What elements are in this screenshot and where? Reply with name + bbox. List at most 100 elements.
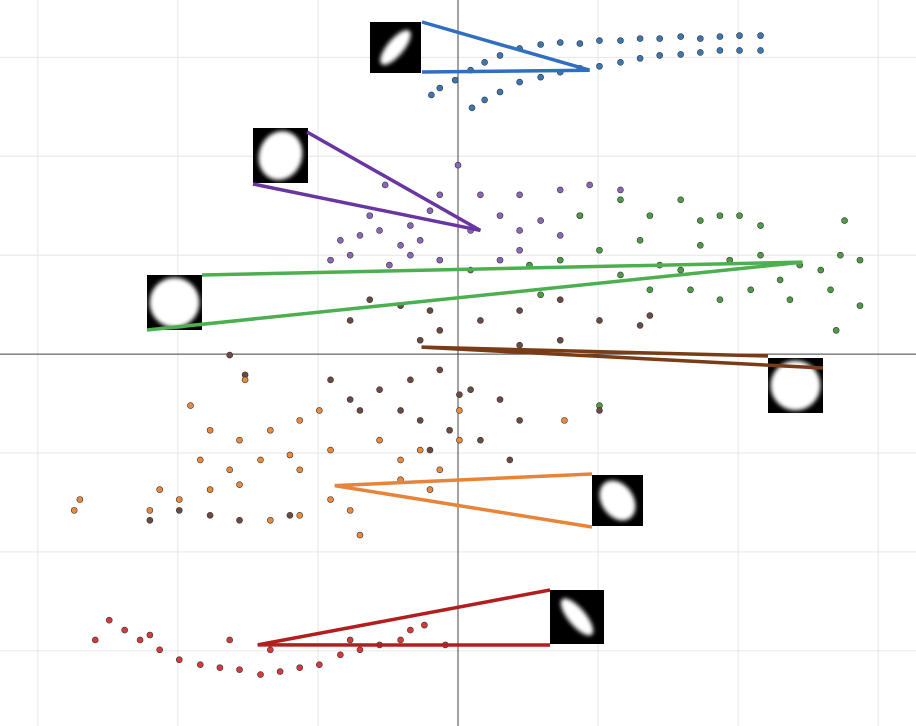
data-point <box>697 49 704 56</box>
data-point <box>407 222 414 229</box>
data-point <box>677 51 684 58</box>
data-point <box>757 32 764 39</box>
data-point <box>576 40 584 47</box>
data-point <box>236 666 243 673</box>
data-point <box>556 232 564 239</box>
thumbnail-connector-line <box>421 20 591 72</box>
data-point <box>697 35 704 42</box>
data-point <box>436 191 444 199</box>
data-point <box>337 237 344 244</box>
data-point <box>496 88 504 96</box>
data-point <box>456 436 463 444</box>
data-point <box>407 626 414 634</box>
data-point <box>216 664 224 671</box>
data-point <box>677 196 684 204</box>
data-point <box>496 52 504 59</box>
data-point <box>617 271 624 279</box>
data-point <box>70 507 78 514</box>
data-point <box>397 241 404 249</box>
data-point <box>356 407 364 414</box>
data-point <box>537 73 544 81</box>
data-point <box>856 256 864 264</box>
data-point <box>257 456 264 464</box>
data-point <box>376 386 383 394</box>
data-point <box>516 307 523 314</box>
data-point <box>716 33 724 40</box>
data-point <box>356 646 364 654</box>
data-point <box>146 516 154 524</box>
thumbnail-connector-line <box>306 130 482 232</box>
data-point <box>677 266 684 274</box>
data-point <box>757 47 764 54</box>
data-point <box>496 396 504 403</box>
data-point <box>716 212 724 219</box>
data-point <box>346 507 354 514</box>
thumbnail-shape <box>599 480 636 521</box>
data-point <box>837 251 844 259</box>
thumbnail-round-blob <box>252 128 482 233</box>
data-point <box>697 217 704 224</box>
data-point <box>656 35 663 42</box>
thumbnail-shape <box>149 277 200 328</box>
data-point <box>561 417 568 424</box>
data-point <box>596 407 603 414</box>
data-point <box>656 52 663 59</box>
data-point <box>428 91 435 99</box>
data-point <box>716 47 724 54</box>
data-point <box>366 296 374 303</box>
data-point <box>416 417 424 424</box>
thumbnails <box>146 20 824 647</box>
data-point <box>776 276 784 284</box>
data-point <box>451 76 459 84</box>
data-point <box>226 636 234 644</box>
data-point <box>121 626 128 634</box>
data-point <box>556 336 564 344</box>
data-point <box>477 436 484 444</box>
data-point <box>576 212 584 219</box>
data-point <box>747 286 755 294</box>
data-point <box>241 376 249 384</box>
data-point <box>187 402 194 409</box>
data-point <box>617 196 624 204</box>
data-point <box>346 251 354 259</box>
data-point <box>426 446 434 454</box>
data-point <box>381 181 389 189</box>
data-point <box>697 241 704 249</box>
data-point <box>687 286 694 294</box>
data-point <box>296 417 304 424</box>
data-point <box>556 186 564 194</box>
data-point <box>736 212 743 219</box>
thumbnail-circle <box>421 345 824 413</box>
data-point <box>516 417 523 424</box>
data-point <box>636 322 644 329</box>
data-point <box>636 35 644 42</box>
data-point <box>421 621 428 629</box>
data-points <box>70 32 864 678</box>
data-point <box>586 181 593 189</box>
data-point <box>646 286 654 294</box>
data-point <box>267 646 274 654</box>
data-point <box>556 296 564 303</box>
data-point <box>337 651 344 659</box>
data-point <box>496 212 504 219</box>
thumbnail-connector-line <box>257 588 551 647</box>
data-point <box>196 661 204 668</box>
data-point <box>416 237 424 244</box>
data-point <box>346 396 354 403</box>
data-point <box>456 407 463 414</box>
data-point <box>516 191 523 199</box>
data-point <box>175 496 183 503</box>
data-point <box>267 516 274 524</box>
data-point <box>206 426 214 434</box>
thumbnail-connector-line <box>421 68 590 74</box>
data-point <box>206 486 214 493</box>
data-point <box>481 96 488 104</box>
data-point <box>146 507 154 514</box>
data-point <box>156 646 163 654</box>
data-point <box>276 668 284 675</box>
thumbnail-shape <box>560 598 594 636</box>
data-point <box>537 41 544 48</box>
data-point <box>436 366 444 374</box>
data-point <box>716 296 724 303</box>
thumbnail-connector-line <box>334 483 593 529</box>
